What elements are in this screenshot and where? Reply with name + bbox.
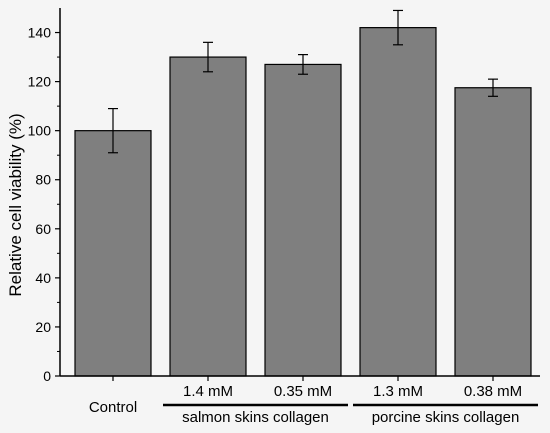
y-axis: 0 20 40 60 80 100 120 140 bbox=[28, 8, 61, 384]
group-label: salmon skins collagen bbox=[182, 409, 329, 426]
x-tick-label: 0.38 mM bbox=[464, 383, 522, 400]
x-axis: Control 1.4 mM 0.35 mM 1.3 mM 0.38 mM bbox=[60, 375, 540, 416]
y-tick-label: 20 bbox=[35, 319, 51, 335]
y-tick-label: 100 bbox=[28, 123, 52, 139]
bar bbox=[169, 56, 247, 377]
x-tick-label: 1.4 mM bbox=[183, 383, 233, 400]
group-label: porcine skins collagen bbox=[372, 409, 520, 426]
x-tick-label: Control bbox=[89, 399, 137, 416]
y-axis-label: Relative cell viability (%) bbox=[6, 113, 25, 296]
bar bbox=[74, 130, 152, 377]
bar bbox=[264, 63, 342, 377]
y-tick-label: 120 bbox=[28, 74, 52, 90]
plot-area bbox=[74, 9, 532, 377]
bar bbox=[359, 27, 437, 377]
group-labels: salmon skins collagen porcine skins colla… bbox=[163, 403, 538, 426]
x-tick-label: 1.3 mM bbox=[373, 383, 423, 400]
x-tick-label: 0.35 mM bbox=[274, 383, 332, 400]
y-tick-label: 60 bbox=[35, 221, 51, 237]
y-tick-label: 40 bbox=[35, 270, 51, 286]
y-tick-label: 140 bbox=[28, 25, 52, 41]
bar bbox=[454, 87, 532, 377]
y-tick-label: 0 bbox=[43, 368, 51, 384]
y-tick-label: 80 bbox=[35, 172, 51, 188]
